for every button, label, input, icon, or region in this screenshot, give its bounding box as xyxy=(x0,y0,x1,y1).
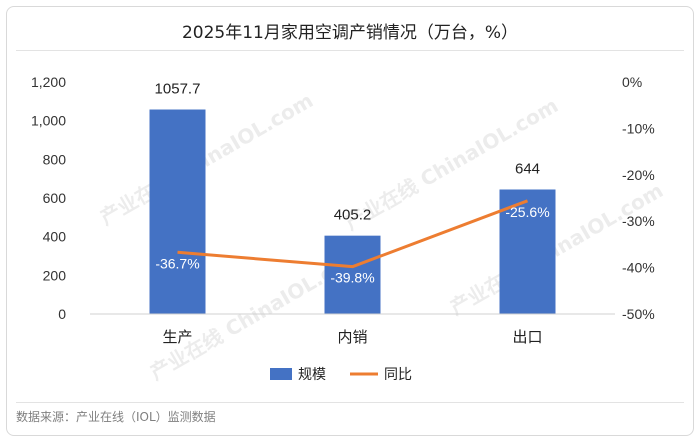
right-tick-label: -40% xyxy=(622,260,655,276)
title-divider xyxy=(16,50,684,51)
left-tick-label: 800 xyxy=(43,151,67,167)
left-tick-label: 600 xyxy=(43,190,67,206)
legend-label-bar: 规模 xyxy=(298,367,326,383)
bar-value-label: 1057.7 xyxy=(155,81,201,98)
source-note: 数据来源：产业在线（IOL）监测数据 xyxy=(16,410,216,424)
left-tick-label: 1,200 xyxy=(31,74,66,90)
category-label: 内销 xyxy=(337,328,367,346)
left-tick-label: 400 xyxy=(43,229,67,245)
watermark-2: 产业在线 ChinaIOL.com xyxy=(446,178,667,320)
chart-frame xyxy=(6,6,694,436)
right-tick-label: 0% xyxy=(622,74,642,90)
right-tick-label: -20% xyxy=(622,167,655,183)
watermark-0: 产业在线 ChinaIOL.com xyxy=(96,88,317,230)
bar-value-label: 405.2 xyxy=(334,207,372,224)
legend-swatch-bar xyxy=(270,368,292,380)
footer-divider xyxy=(16,402,684,403)
bar-value-label: 644 xyxy=(515,160,540,177)
left-tick-label: 1,000 xyxy=(31,113,66,129)
legend-label-line: 同比 xyxy=(384,367,412,383)
right-tick-label: -10% xyxy=(622,120,655,136)
bar-生产 xyxy=(149,109,206,315)
chart-title: 2025年11月家用空调产销情况（万台，%） xyxy=(181,23,519,43)
bar-内销 xyxy=(324,235,381,314)
bar-出口 xyxy=(499,189,556,314)
right-tick-label: -30% xyxy=(622,213,655,229)
category-label: 出口 xyxy=(512,328,542,346)
left-tick-label: 200 xyxy=(43,267,67,283)
line-value-label: -25.6% xyxy=(505,204,549,220)
category-label: 生产 xyxy=(162,328,192,346)
left-tick-label: 0 xyxy=(58,306,66,322)
line-value-label: -39.8% xyxy=(330,270,374,286)
line-value-label: -36.7% xyxy=(155,255,199,271)
right-tick-label: -50% xyxy=(622,306,655,322)
